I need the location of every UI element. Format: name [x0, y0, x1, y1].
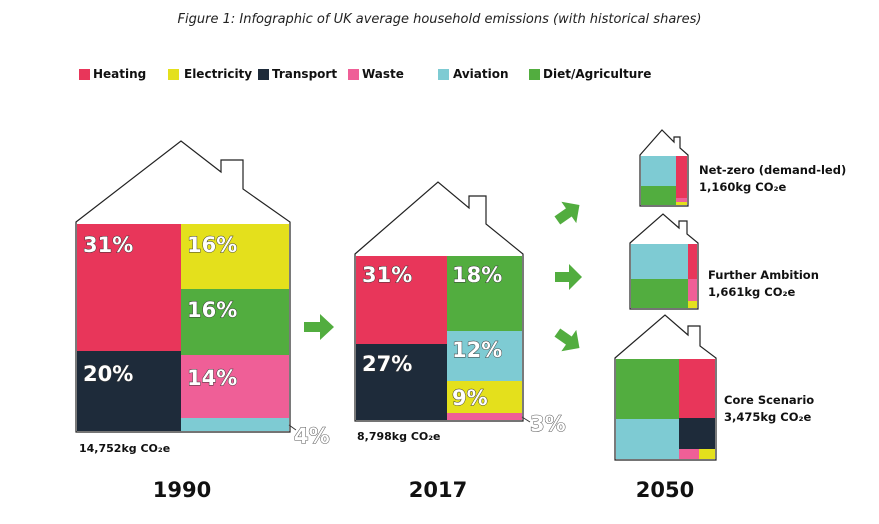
label-1990-transport: 20%: [83, 362, 133, 386]
tile-2017-transport: [356, 344, 447, 420]
year-1990: 1990: [153, 478, 211, 502]
tile-2017-diet: [447, 256, 522, 331]
tile-1990-transport: [77, 351, 181, 431]
arrow-2017-to-netzero: [554, 201, 580, 225]
tile-further-heating: [688, 244, 697, 279]
legend-label-electricity: Electricity: [184, 67, 253, 81]
tile-2017-aviation: [447, 331, 522, 381]
scenario-netzero-name: Net-zero (demand-led): [699, 163, 846, 177]
leader-1990-aviation: [288, 424, 297, 431]
legend-label-heating: Heating: [93, 67, 147, 81]
arrow-2017-to-further-ambition: [555, 264, 582, 290]
scenario-core-name: Core Scenario: [724, 393, 814, 407]
tile-further-diet: [631, 279, 688, 308]
leader-2017-waste: [521, 416, 531, 423]
tile-netzero-heating: [676, 156, 687, 198]
house-2017: 31% 27% 18% 12% 9% 3% 8,798kg CO₂e 2017: [354, 181, 566, 502]
tile-2017-electricity: [447, 381, 522, 413]
tile-core-transport: [679, 418, 715, 449]
tile-netzero-waste: [676, 198, 687, 202]
arrow-2017-to-core: [554, 328, 580, 352]
scenario-core-total: 3,475kg CO₂e: [724, 410, 812, 424]
total-1990: 14,752kg CO₂e: [79, 442, 170, 455]
legend-swatch-transport: [258, 69, 269, 80]
house-2050-core: Core Scenario 3,475kg CO₂e: [614, 314, 814, 461]
legend-label-waste: Waste: [362, 67, 404, 81]
tile-1990-aviation: [181, 418, 289, 431]
scenario-netzero-total: 1,160kg CO₂e: [699, 180, 787, 194]
scenario-further-total: 1,661kg CO₂e: [708, 285, 796, 299]
tile-2017-heating: [356, 256, 447, 344]
tile-further-electricity: [688, 301, 697, 308]
tile-core-waste: [679, 449, 699, 459]
label-2017-waste: 3%: [530, 412, 566, 436]
tile-1990-diet: [181, 289, 289, 355]
label-2017-diet: 18%: [452, 263, 502, 287]
legend-label-aviation: Aviation: [453, 67, 509, 81]
legend-swatch-electricity: [168, 69, 179, 80]
house-2050-further: Further Ambition 1,661kg CO₂e: [629, 213, 819, 310]
legend-swatch-aviation: [438, 69, 449, 80]
tile-core-electricity: [699, 449, 715, 459]
house-2050-netzero: Net-zero (demand-led) 1,160kg CO₂e: [639, 129, 846, 207]
label-1990-electricity: 16%: [187, 233, 237, 257]
label-2017-heating: 31%: [362, 263, 412, 287]
tile-2017-waste: [447, 413, 522, 420]
label-1990-diet: 16%: [187, 298, 237, 322]
label-1990-heating: 31%: [83, 233, 133, 257]
tile-netzero-aviation: [641, 156, 676, 186]
label-2017-aviation: 12%: [452, 338, 502, 362]
tile-1990-electricity: [181, 224, 289, 289]
total-2017: 8,798kg CO₂e: [357, 430, 441, 443]
legend-swatch-diet: [529, 69, 540, 80]
tile-core-diet: [616, 359, 679, 419]
house-1990: 31% 20% 16% 16% 14% 4% 14,752kg CO₂e 199…: [75, 140, 330, 502]
label-1990-aviation: 4%: [294, 424, 330, 448]
tile-core-heating: [679, 359, 715, 418]
figure-caption: Figure 1: Infographic of UK average hous…: [177, 12, 702, 27]
legend-swatch-waste: [348, 69, 359, 80]
tile-core-aviation: [616, 419, 679, 459]
tile-further-waste: [688, 279, 697, 301]
legend-label-diet: Diet/Agriculture: [543, 67, 652, 81]
label-1990-waste: 14%: [187, 366, 237, 390]
tile-netzero-electricity: [676, 202, 687, 205]
tile-netzero-diet: [641, 186, 676, 205]
label-2017-transport: 27%: [362, 352, 412, 376]
arrow-1990-2017: [304, 314, 334, 340]
legend-label-transport: Transport: [272, 67, 338, 81]
tile-1990-heating: [77, 224, 181, 351]
label-2017-electricity: 9%: [452, 386, 488, 410]
year-2017: 2017: [409, 478, 467, 502]
year-2050: 2050: [636, 478, 694, 502]
tile-1990-waste: [181, 355, 289, 418]
tile-further-aviation: [631, 244, 688, 279]
legend-swatch-heating: [79, 69, 90, 80]
scenario-further-name: Further Ambition: [708, 268, 819, 282]
